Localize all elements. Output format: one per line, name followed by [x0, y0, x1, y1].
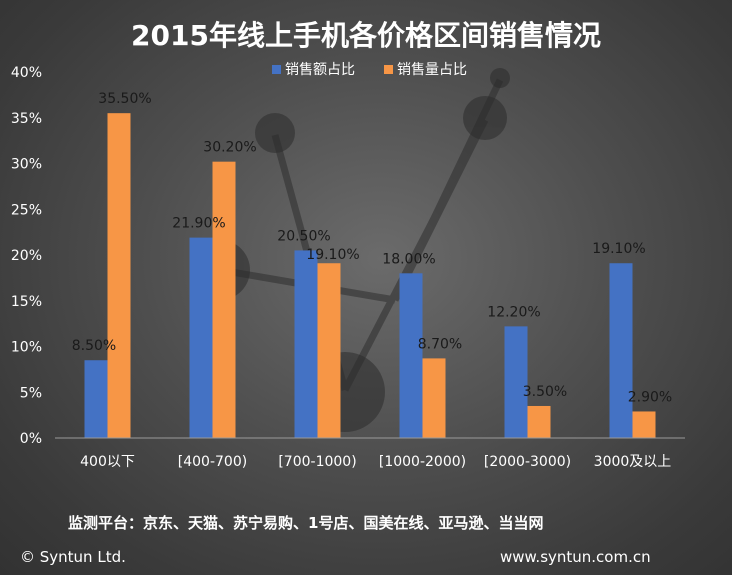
bar-sales-volume: [632, 411, 656, 438]
bar-sales-volume: [422, 358, 446, 438]
data-label: 19.10%: [592, 241, 645, 257]
y-tick-label: 5%: [20, 385, 42, 401]
data-label: 18.00%: [382, 251, 435, 267]
x-tick-label: [400-700): [178, 454, 247, 470]
data-label: 30.20%: [203, 140, 256, 156]
bar-sales-amount: [189, 237, 213, 438]
data-label: 19.10%: [306, 247, 359, 263]
legend-swatch: [384, 65, 393, 74]
y-tick-label: 0%: [20, 431, 42, 447]
legend: 销售额占比 销售量占比: [272, 62, 467, 78]
bar-sales-amount: [504, 326, 528, 438]
data-label: 8.70%: [418, 336, 462, 352]
y-tick-label: 40%: [11, 65, 42, 81]
data-label: 21.90%: [172, 216, 225, 232]
y-tick-label: 35%: [11, 111, 42, 127]
bar-sales-amount: [294, 250, 318, 438]
y-tick-label: 15%: [11, 294, 42, 310]
data-label: 12.20%: [487, 304, 540, 320]
bar-sales-volume: [527, 405, 551, 438]
data-label: 2.90%: [628, 389, 672, 405]
bar-sales-amount: [609, 263, 633, 438]
data-label: 35.50%: [98, 91, 151, 107]
y-tick-label: 20%: [11, 248, 42, 264]
y-tick-label: 30%: [11, 157, 42, 173]
source-note: 监测平台：京东、天猫、苏宁易购、1号店、国美在线、亚马逊、当当网: [68, 514, 544, 532]
copyright-text: © Syntun Ltd.: [20, 548, 126, 566]
bar-sales-amount: [84, 360, 108, 438]
legend-swatch: [272, 65, 281, 74]
legend-label: 销售额占比: [285, 62, 355, 78]
bar-sales-amount: [399, 273, 423, 438]
legend-label: 销售量占比: [397, 62, 467, 78]
x-tick-label: [2000-3000): [484, 454, 571, 470]
x-tick-label: [1000-2000): [379, 454, 466, 470]
x-tick-label: [700-1000): [278, 454, 356, 470]
y-tick-label: 25%: [11, 202, 42, 218]
data-label: 20.50%: [277, 228, 330, 244]
data-label: 8.50%: [72, 338, 116, 354]
y-tick-label: 10%: [11, 340, 42, 356]
bar-sales-volume: [317, 263, 341, 438]
data-label: 3.50%: [523, 384, 567, 400]
website-text: www.syntun.com.cn: [500, 548, 651, 566]
chart-title: 2015年线上手机各价格区间销售情况: [131, 19, 601, 52]
bar-sales-volume: [212, 161, 236, 439]
x-tick-label: 3000及以上: [594, 454, 672, 470]
x-tick-label: 400以下: [80, 454, 135, 470]
bar-sales-volume: [107, 113, 131, 439]
